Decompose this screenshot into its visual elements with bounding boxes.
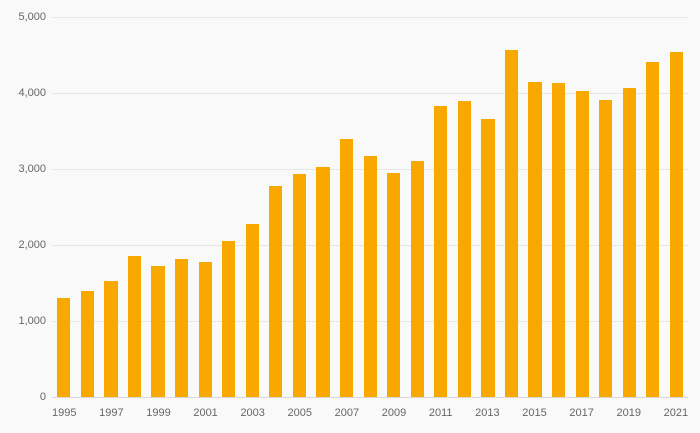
bar-slot [193,17,217,397]
x-tick-label: 1997 [99,407,124,419]
bar-slot [476,17,500,397]
bar-2016[interactable] [552,83,566,397]
x-tick-label: 1995 [52,407,77,419]
bar-2014[interactable] [504,49,519,397]
y-tick-label: 5,000 [18,11,46,23]
x-tick-label [594,407,617,423]
bar-2006[interactable] [316,166,330,397]
x-tick-label: 2005 [287,407,313,419]
bar-slot [335,17,359,397]
y-tick-label: 2,000 [18,239,46,251]
x-tick-label [359,407,382,423]
x-tick-label: 2019 [616,407,641,419]
x-axis: 1995 1997 1999 2001 2003 2005 2007 2009 2011 2013… [52,407,688,423]
bar-slot [217,17,241,397]
x-tick-label: 1999 [146,407,171,419]
x-tick-label [312,407,335,423]
x-tick-label: 2013 [475,407,500,419]
bar-1999[interactable] [151,266,165,397]
bar-1997[interactable] [104,280,118,397]
x-tick-label [547,407,570,423]
bar-slot [170,17,194,397]
bar-2009[interactable] [387,172,401,397]
x-axis-line [52,397,688,398]
x-tick-label [171,407,194,423]
bars [52,17,688,397]
bar-slot [311,17,335,397]
bar-slot [146,17,170,397]
x-tick-label [76,407,99,423]
bar-slot [99,17,123,397]
x-tick-label: 2017 [569,407,594,419]
bar-1996[interactable] [80,291,94,397]
bar-2004[interactable] [269,185,283,397]
bar-2001[interactable] [198,261,212,397]
x-tick-label [265,407,288,423]
bar-slot [382,17,406,397]
x-tick-label [218,407,241,423]
bar-slot [288,17,312,397]
bar-slot [618,17,642,397]
x-tick-label: 2015 [522,407,547,419]
bar-slot [123,17,147,397]
bar-2007[interactable] [339,139,354,397]
bar-slot [52,17,76,397]
y-tick-label: 0 [39,391,46,403]
x-tick-label: 2011 [428,407,453,419]
y-tick-label: 3,000 [18,163,46,175]
bar-2008[interactable] [363,156,377,397]
x-tick-label [406,407,429,423]
bar-slot [523,17,547,397]
x-tick-label [641,407,664,423]
bar-2000[interactable] [175,258,189,397]
bar-2012[interactable] [457,101,471,397]
bar-slot [570,17,594,397]
bar-slot [665,17,689,397]
bar-2020[interactable] [646,61,660,397]
x-tick-label: 2001 [193,407,218,419]
x-tick-label [124,407,147,423]
plot-area [52,17,688,398]
x-tick-label [453,407,476,423]
bar-slot [641,17,665,397]
bar-2019[interactable] [622,88,636,397]
bar-2002[interactable] [222,241,236,397]
bar-slot [594,17,618,397]
bar-2010[interactable] [410,160,424,397]
bar-2011[interactable] [434,105,448,397]
x-tick-label [500,407,523,423]
bar-2015[interactable] [528,81,542,397]
bar-2005[interactable] [292,174,306,397]
bar-2017[interactable] [575,91,589,397]
bar-slot [453,17,477,397]
y-axis: 0 1,000 2,000 3,000 4,000 5,000 [0,11,46,403]
bar-2021[interactable] [669,51,683,397]
x-tick-label: 2021 [663,407,689,419]
y-tick-label: 4,000 [18,87,46,99]
bar-slot [241,17,265,397]
bar-slot [500,17,524,397]
y-tick-label: 1,000 [18,315,46,327]
bar-1995[interactable] [57,298,71,397]
bar-slot [264,17,288,397]
x-tick-label: 2009 [381,407,407,419]
bar-slot [429,17,453,397]
bar-2018[interactable] [599,99,613,397]
bar-1998[interactable] [127,256,142,397]
bar-slot [358,17,382,397]
bar-2013[interactable] [481,118,495,397]
bar-slot [405,17,429,397]
bar-slot [547,17,571,397]
bar-slot [76,17,100,397]
x-tick-label: 2003 [240,407,265,419]
bar-2003[interactable] [245,224,259,397]
x-tick-label: 2007 [334,407,360,419]
